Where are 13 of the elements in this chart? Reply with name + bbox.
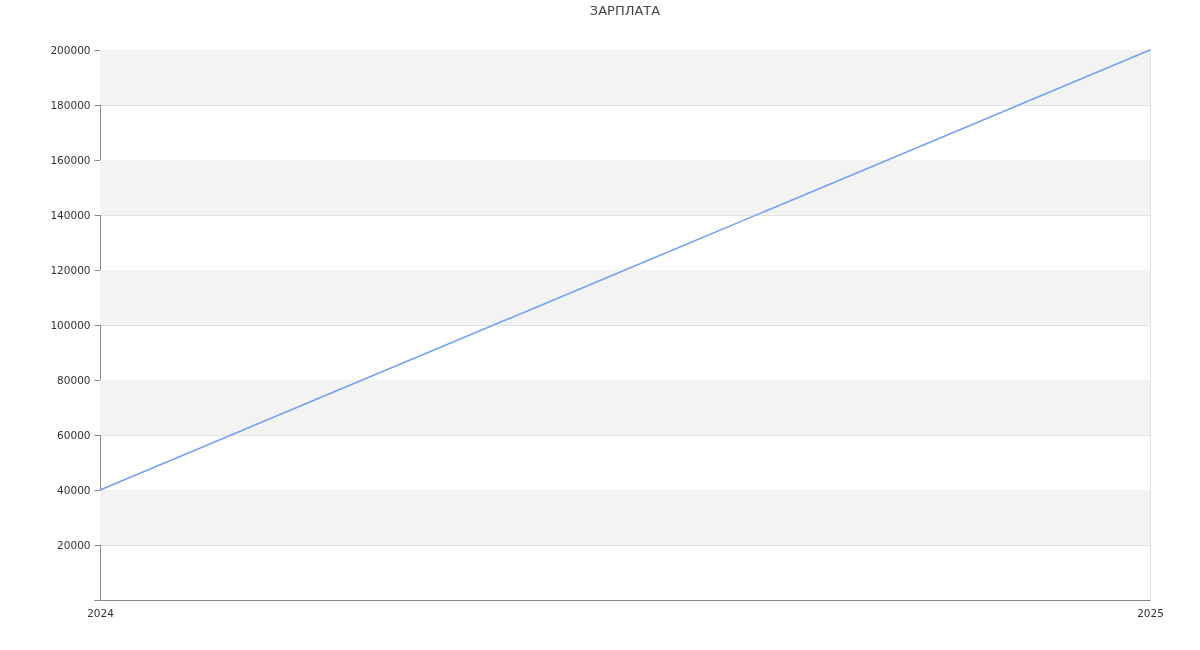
y-tick-label: 40000: [57, 483, 91, 496]
y-tick-label: 140000: [50, 208, 91, 221]
y-tick-label: 160000: [50, 153, 91, 166]
chart-title: ЗАРПЛАТА: [589, 3, 661, 18]
y-tick-label: 180000: [50, 98, 91, 111]
x-tick-label: 2024: [87, 606, 115, 619]
y-tick-label: 200000: [50, 43, 91, 56]
y-tick-label: 20000: [57, 538, 91, 551]
x-tick-label: 2025: [1137, 606, 1164, 619]
y-tick-label: 80000: [57, 373, 91, 386]
y-tick-label: 100000: [50, 318, 91, 331]
y-tick-label: 60000: [57, 428, 91, 441]
y-tick-label: 120000: [50, 263, 91, 276]
